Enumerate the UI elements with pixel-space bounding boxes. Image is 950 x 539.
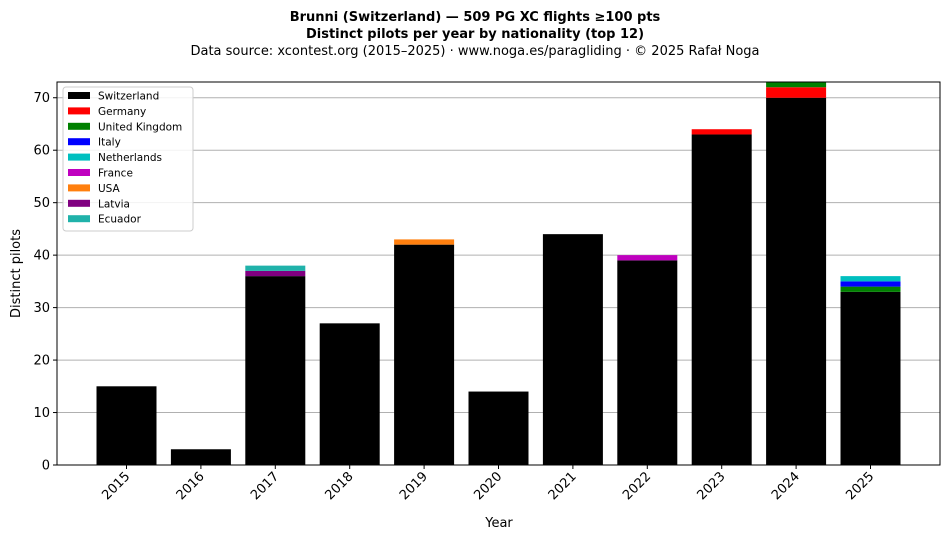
y-tick-label: 50 xyxy=(33,196,50,211)
legend-entry: Switzerland xyxy=(98,91,159,103)
y-tick-label: 40 xyxy=(33,249,50,264)
x-tick-label: 2022 xyxy=(620,469,654,503)
y-tick-label: 20 xyxy=(33,354,50,369)
legend-entry: USA xyxy=(98,183,121,195)
bar-segment xyxy=(840,281,901,287)
x-axis-ticks: 2015 2016 2017 2018 2019 2020 2021 2022 2023 2024… xyxy=(99,465,877,503)
bar-segment xyxy=(766,82,827,88)
x-tick-label: 2016 xyxy=(174,469,208,503)
plot-frame xyxy=(56,81,941,466)
x-tick-label: 2017 xyxy=(248,469,282,503)
y-axis-label: Distinct pilots xyxy=(9,229,24,318)
legend-entry: United Kingdom xyxy=(98,121,182,133)
bar-segment xyxy=(245,270,306,277)
x-tick-label: 2025 xyxy=(843,469,877,503)
x-tick-label: 2023 xyxy=(695,469,729,503)
bar-segment xyxy=(245,265,306,271)
bar-segment xyxy=(96,386,157,465)
bar-segment xyxy=(617,255,678,261)
x-tick-label: 2021 xyxy=(546,469,580,503)
legend-entry: Latvia xyxy=(98,198,130,210)
bar-segment xyxy=(840,276,901,282)
x-axis-label: Year xyxy=(484,516,513,531)
bar-segment xyxy=(468,391,529,465)
legend-swatch xyxy=(68,107,90,115)
y-tick-label: 10 xyxy=(33,406,50,421)
bar-segment xyxy=(394,239,455,245)
y-tick-label: 60 xyxy=(33,144,50,159)
bar-segment xyxy=(766,87,827,98)
y-axis-ticks: 0 10 20 30 40 50 60 70 xyxy=(33,91,57,474)
chart-source: Data source: xcontest.org (2015–2025) · … xyxy=(190,44,759,59)
legend-swatch xyxy=(68,92,90,99)
x-tick-label: 2019 xyxy=(397,469,431,503)
gridlines xyxy=(57,97,940,414)
bar-segment xyxy=(840,286,901,292)
bar-segment xyxy=(691,129,752,135)
legend-swatch xyxy=(68,153,90,161)
bar-segment xyxy=(840,291,901,465)
legend-swatch xyxy=(68,169,90,176)
x-tick-label: 2024 xyxy=(769,469,803,503)
bar-segment xyxy=(617,260,678,465)
bars xyxy=(96,82,901,466)
bar-segment xyxy=(170,449,231,465)
legend-swatch xyxy=(68,199,90,207)
x-tick-label: 2015 xyxy=(99,469,133,503)
legend-entry: Ecuador xyxy=(98,214,142,226)
legend-entry: Netherlands xyxy=(98,152,162,164)
chart-subtitle: Distinct pilots per year by nationality … xyxy=(306,27,644,42)
x-tick-label: 2020 xyxy=(471,469,505,503)
bar-segment xyxy=(542,234,603,465)
legend-entry: Germany xyxy=(98,106,146,118)
bar-segment xyxy=(394,244,455,465)
y-tick-label: 70 xyxy=(33,91,50,106)
bar-segment xyxy=(766,97,827,466)
x-tick-label: 2018 xyxy=(323,469,357,503)
legend-swatch xyxy=(68,122,90,130)
legend-swatch xyxy=(68,184,90,192)
chart-title: Brunni (Switzerland) — 509 PG XC flights… xyxy=(290,10,661,25)
y-tick-label: 0 xyxy=(42,459,50,474)
y-tick-label: 30 xyxy=(33,301,50,316)
legend: Switzerland Germany United Kingdom Italy Net… xyxy=(62,86,194,232)
legend-entry: Italy xyxy=(98,137,121,149)
legend-swatch xyxy=(68,215,90,223)
legend-entry: France xyxy=(98,168,133,180)
legend-swatch xyxy=(68,138,90,146)
bar-segment xyxy=(245,276,306,465)
bar-segment xyxy=(691,134,752,465)
legend-box xyxy=(62,86,194,232)
bar-segment xyxy=(319,323,380,465)
